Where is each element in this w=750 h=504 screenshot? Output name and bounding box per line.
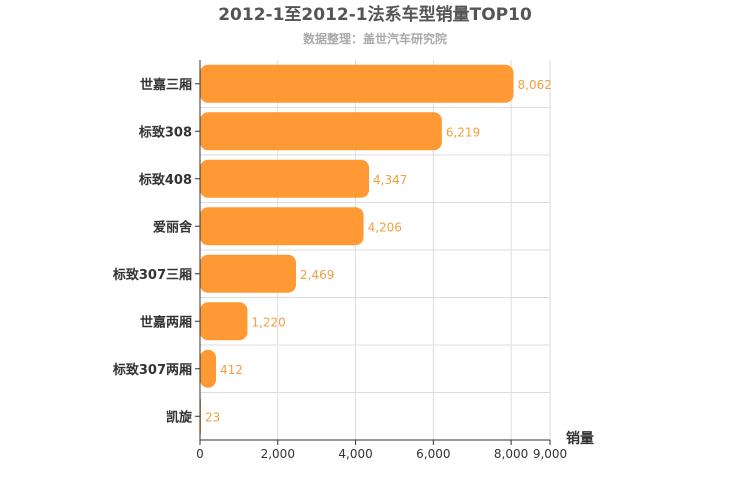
category-label: 标致307两厢: [112, 362, 192, 378]
x-axis-title: 销量: [566, 430, 594, 447]
bar: [200, 112, 442, 151]
category-label: 爱丽舍: [153, 219, 193, 235]
category-label: 标致307三厢: [112, 267, 192, 283]
category-label: 世嘉三厢: [140, 77, 192, 93]
bar: [200, 207, 364, 246]
bar: [200, 159, 370, 198]
bar: [200, 302, 248, 341]
x-tick-label: 6,000: [416, 447, 450, 461]
data-label: 1,220: [251, 315, 285, 329]
chart-title: 2012-1至2012-1法系车型销量TOP10: [218, 4, 532, 25]
x-tick-label: 8,000: [494, 447, 528, 461]
x-tick-label: 4,000: [338, 447, 372, 461]
data-label: 4,347: [373, 173, 407, 187]
data-label: 2,469: [300, 268, 334, 282]
data-label: 412: [220, 363, 243, 377]
data-label: 4,206: [368, 220, 402, 234]
bar: [200, 64, 514, 103]
data-label: 23: [205, 410, 220, 424]
category-label: 凯旋: [166, 409, 193, 425]
bar: [200, 349, 217, 388]
data-label: 8,062: [518, 78, 552, 92]
chart-subtitle: 数据整理：盖世汽车研究院: [303, 31, 447, 46]
category-label: 标致408: [138, 172, 192, 188]
bar: [200, 254, 297, 293]
category-label: 标致308: [138, 124, 192, 140]
x-tick-label: 2,000: [261, 447, 295, 461]
x-tick-label: 0: [196, 447, 204, 461]
data-label: 6,219: [446, 125, 480, 139]
bars: 8,062 6,219 4,347 4,206 2,469 1,220 412 23: [200, 64, 552, 436]
category-label: 世嘉两厢: [140, 314, 192, 330]
x-tick-label: 9,000: [533, 447, 567, 461]
